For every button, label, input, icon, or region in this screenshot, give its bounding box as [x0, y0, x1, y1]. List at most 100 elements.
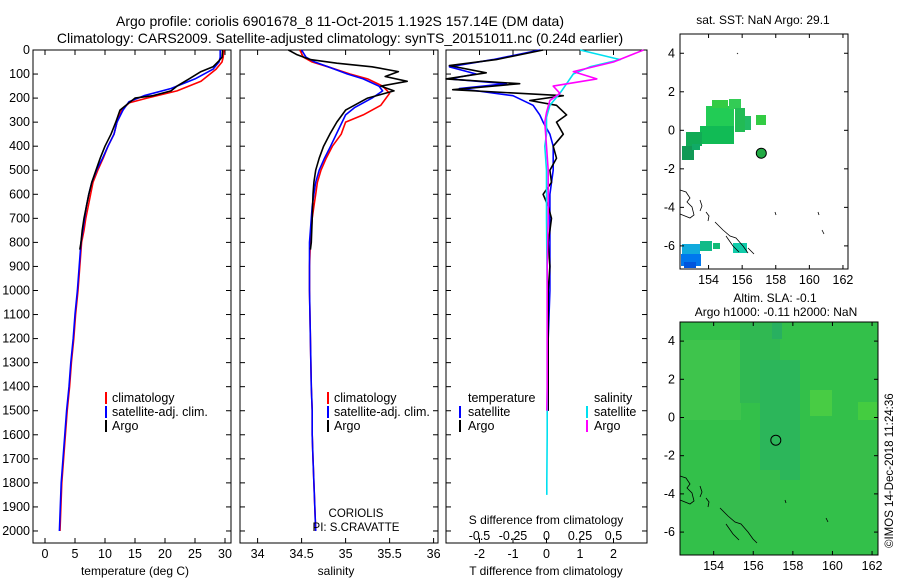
sla-field	[681, 323, 877, 530]
sst-patches	[681, 99, 766, 268]
coastline	[817, 211, 820, 216]
depth-tick-label: 1900	[2, 500, 30, 514]
coastline	[821, 229, 825, 235]
temperature-xtick-label: 25	[188, 547, 202, 561]
coastline	[747, 247, 755, 255]
legend-argo-label: Argo	[112, 419, 138, 433]
sla-patch	[720, 470, 780, 530]
sla-patch	[681, 340, 741, 420]
sst-map-ytick-label: -2	[664, 162, 675, 176]
sst-map-ytick-label: -4	[664, 200, 675, 214]
legend-s-argo-label: Argo	[594, 419, 620, 433]
sla-patch	[760, 360, 800, 480]
depth-tick-label: 200	[9, 91, 30, 105]
sla-patch	[810, 390, 832, 416]
difference-xtick-label: 1	[577, 547, 584, 561]
temperature-xtick-label: 20	[158, 547, 172, 561]
sla-map-title: Altim. SLA: -0.1	[733, 291, 817, 305]
sla-map-ytick-label: -2	[664, 449, 675, 463]
sst-patch	[733, 243, 747, 253]
figure-title-line2: Climatology: CARS2009. Satellite-adjuste…	[57, 30, 623, 46]
depth-tick-label: 1700	[2, 452, 30, 466]
temperature-xtick-label: 5	[72, 547, 79, 561]
s-difference-tick-label: 0.5	[605, 529, 622, 543]
sla-map-ytick-label: 4	[668, 334, 675, 348]
sst-coastlines	[679, 52, 825, 255]
temperature-xtick-label: 0	[42, 547, 49, 561]
depth-tick-label: 300	[9, 115, 30, 129]
legend-s-satellite-label: satellite	[594, 405, 636, 419]
coastline	[699, 199, 703, 212]
salinity-series-satellite-adj-clim-	[300, 49, 384, 532]
sst-patch	[684, 262, 696, 268]
legend-t-argo-label: Argo	[468, 419, 494, 433]
depth-tick-label: 600	[9, 187, 30, 201]
salinity-xtick-label: 36	[427, 547, 441, 561]
depth-tick-label: 1600	[2, 428, 30, 442]
s-difference-tick-label: 0.25	[568, 529, 592, 543]
temperature-xtick-label: 30	[218, 547, 232, 561]
sla-map-subtitle: Argo h1000: -0.11 h2000: NaN	[695, 305, 858, 319]
salinity-xtick-label: 35.5	[377, 547, 401, 561]
depth-tick-label: 1500	[2, 404, 30, 418]
legend-satellite-label: satellite-adj. clim.	[112, 405, 208, 419]
sst-patch	[692, 144, 700, 150]
difference-series-t-argo	[445, 49, 568, 411]
legend-climatology-label: climatology	[112, 391, 175, 405]
panel-salinity: 34 34.5 35 35.5 36 salinity climatology sate…	[239, 49, 441, 578]
coastline	[679, 475, 695, 505]
depth-tick-label: 1400	[2, 380, 30, 394]
coastline	[714, 221, 749, 254]
sst-patch	[706, 106, 734, 126]
sst-patch	[682, 146, 694, 160]
depth-tick-label: 1000	[2, 283, 30, 297]
sla-map-xtick-label: 162	[862, 559, 883, 573]
panel-difference: -2 -1 0 1 2 S difference from climatology -0…	[445, 49, 648, 578]
sla-map-ytick-label: 0	[668, 410, 675, 424]
panel-sla-map: Altim. SLA: -0.1 Argo h1000: -0.11 h2000…	[664, 291, 883, 573]
temperature-xtick-label: 10	[98, 547, 112, 561]
sst-map-ytick-label: 0	[668, 123, 675, 137]
coastline	[725, 235, 740, 253]
sst-map-xtick-label: 154	[698, 273, 719, 287]
temperature-xlabel: temperature (deg C)	[81, 564, 189, 578]
salinity-xtick-label: 35	[339, 547, 353, 561]
sla-map-xtick-label: 156	[743, 559, 764, 573]
sst-patch	[682, 244, 700, 254]
difference-legend: temperature satellite Argo salinity sate…	[459, 391, 636, 433]
depth-tick-label: 500	[9, 163, 30, 177]
depth-tick-label: 1300	[2, 356, 30, 370]
coastline	[784, 499, 787, 504]
argo-position-marker	[770, 434, 782, 446]
salinity-xlabel: salinity	[318, 564, 355, 578]
sst-map-xtick-label: 162	[833, 273, 854, 287]
sst-map-ytick-label: 4	[668, 46, 675, 60]
sst-map-ytick-label: 2	[668, 85, 675, 99]
sla-map-xtick-label: 154	[703, 559, 724, 573]
figure-title-line1: Argo profile: coriolis 6901678_8 11-Oct-…	[116, 13, 564, 29]
depth-tick-label: 400	[9, 139, 30, 153]
sla-map-xtick-label: 160	[822, 559, 843, 573]
sst-patch	[756, 115, 766, 125]
depth-tick-label: 0	[23, 43, 30, 57]
sst-patch	[735, 108, 745, 132]
panel-sst-map: sat. SST: NaN Argo: 29.1	[664, 13, 854, 287]
coastline	[679, 189, 695, 219]
sla-map-ytick-label: -6	[664, 525, 675, 539]
sst-patch	[713, 243, 720, 249]
s-difference-tick-label: -0.25	[499, 529, 528, 543]
sst-map-xtick-label: 158	[765, 273, 786, 287]
institution-annotation: CORIOLIS	[329, 508, 384, 520]
sla-patch	[858, 402, 877, 420]
sst-map-xtick-label: 156	[732, 273, 753, 287]
difference-xtick-label: 2	[610, 547, 617, 561]
coastline	[705, 497, 710, 508]
depth-tick-label: 700	[9, 211, 30, 225]
sst-map-title: sat. SST: NaN Argo: 29.1	[696, 13, 830, 27]
sst-patch	[745, 116, 751, 130]
coastline	[774, 211, 777, 216]
legend-climatology-label: climatology	[334, 391, 397, 405]
sst-patch	[712, 100, 728, 108]
difference-series-s-argo	[543, 49, 644, 411]
